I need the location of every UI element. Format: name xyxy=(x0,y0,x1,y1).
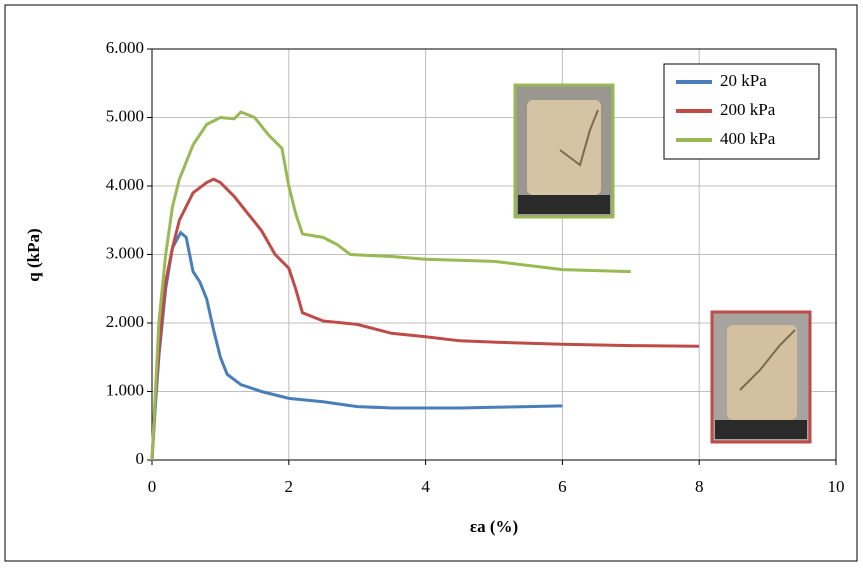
x-tick-label: 10 xyxy=(828,477,845,496)
y-axis-label: q (kPa) xyxy=(24,228,43,281)
legend-label: 20 kPa xyxy=(720,71,767,90)
y-tick-label: 0 xyxy=(136,449,145,468)
legend-label: 200 kPa xyxy=(720,100,776,119)
y-tick-label: 4.000 xyxy=(106,175,144,194)
y-tick-label: 3.000 xyxy=(106,243,144,262)
x-tick-label: 2 xyxy=(285,477,294,496)
photo-400 xyxy=(513,83,615,219)
plot-frame xyxy=(151,48,837,461)
series-line xyxy=(150,110,631,461)
series-line xyxy=(150,177,700,461)
x-tick-label: 6 xyxy=(558,477,567,496)
x-tick-label: 8 xyxy=(695,477,704,496)
x-tick-label: 0 xyxy=(148,477,157,496)
y-tick-label: 2.000 xyxy=(106,312,144,331)
x-axis-label: εa (%) xyxy=(470,517,518,536)
photo-200 xyxy=(710,310,812,444)
y-tick-label: 6.000 xyxy=(106,38,144,57)
legend-label: 400 kPa xyxy=(720,129,776,148)
y-tick-label: 5.000 xyxy=(106,106,144,125)
x-tick-label: 4 xyxy=(421,477,430,496)
y-tick-label: 1.000 xyxy=(106,380,144,399)
